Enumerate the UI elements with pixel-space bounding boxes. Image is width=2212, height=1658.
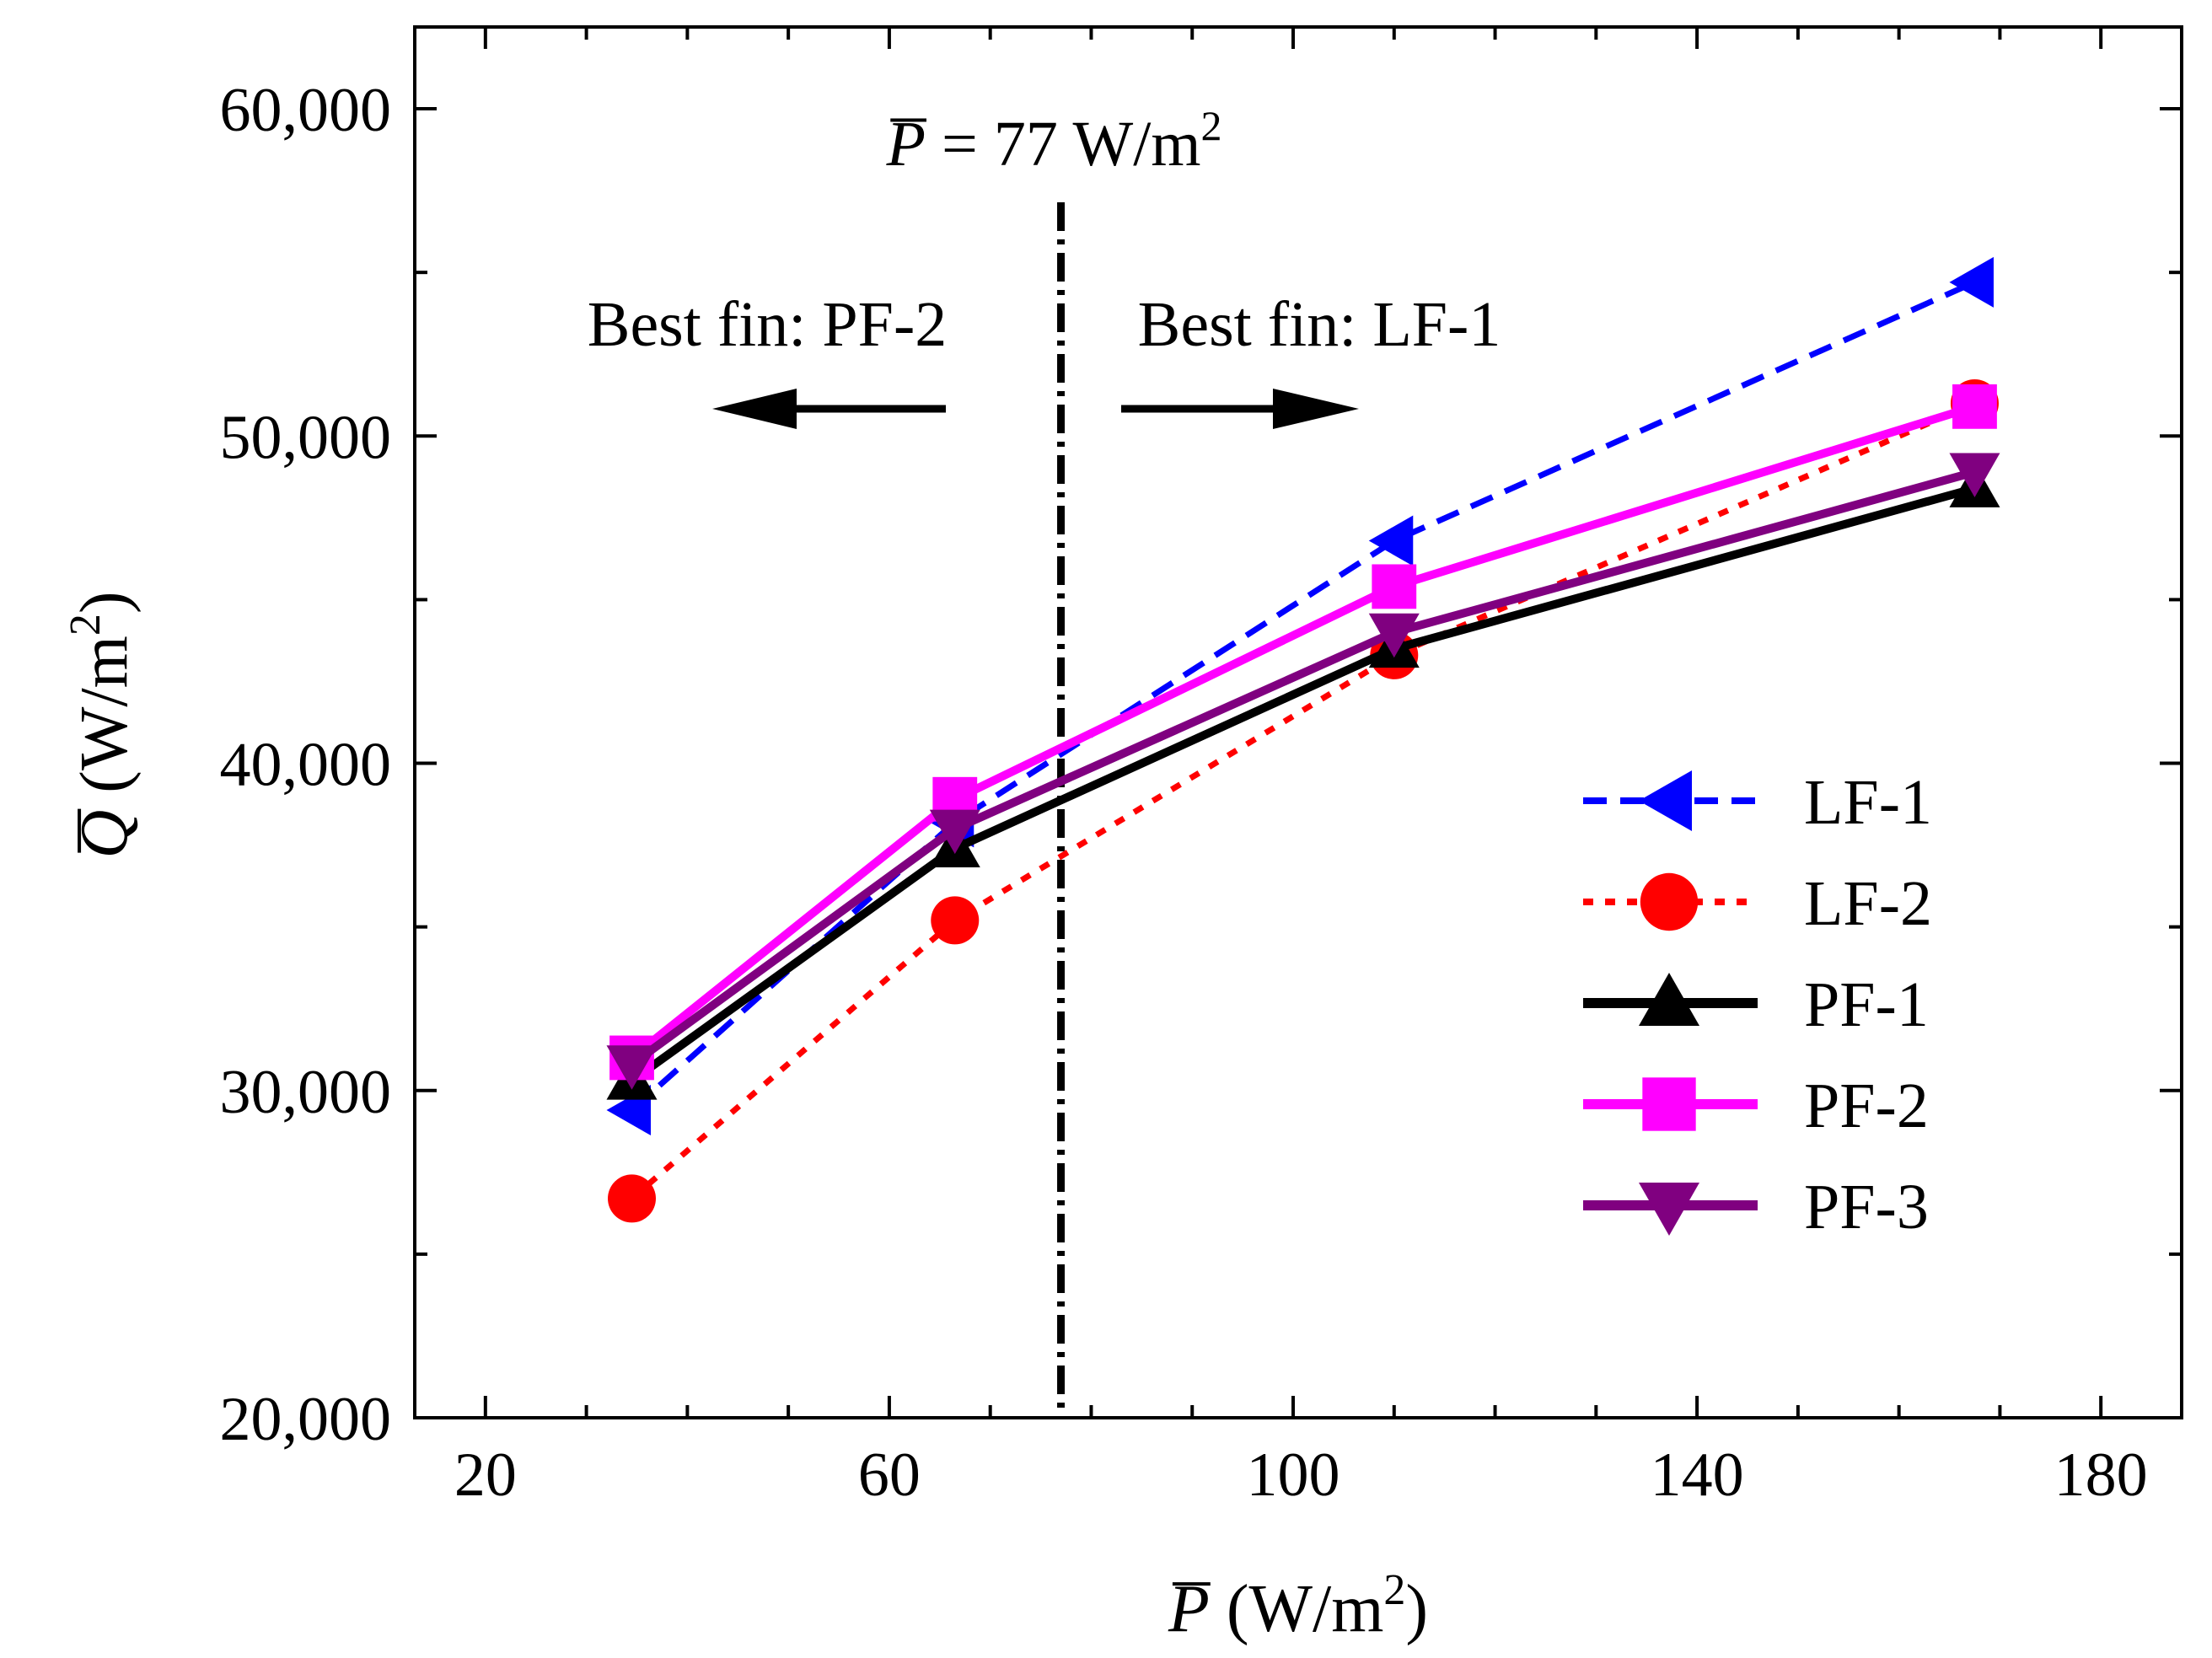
- legend-label: PF-1: [1804, 969, 1929, 1040]
- legend-item-lf-1: LF-1: [1583, 767, 1932, 838]
- data-point-pf-2: [1372, 564, 1417, 609]
- series-line-pf-3: [629, 468, 1976, 1068]
- y-axis-unit-sup: 2: [62, 614, 110, 636]
- x-tick-label: 60: [858, 1441, 921, 1510]
- series-pf-1: [606, 463, 2000, 1100]
- series-pf-3: [606, 453, 2000, 1090]
- data-point-pf-3: [1949, 453, 2000, 497]
- series-lf-1: [606, 256, 1994, 1136]
- legend-item-lf-2: LF-2: [1583, 868, 1932, 939]
- legend-marker: [1640, 872, 1699, 931]
- svg-text:P (W/m2): P (W/m2): [1168, 1566, 1428, 1646]
- right-region-label: Best fin: LF-1: [1138, 289, 1501, 360]
- legend-marker: [1639, 973, 1699, 1026]
- svg-text:Q (W/m2): Q (W/m2): [62, 591, 142, 858]
- data-point-lf-2: [931, 896, 980, 945]
- x-tick-label: 100: [1247, 1441, 1340, 1510]
- x-tick-label: 180: [2054, 1441, 2148, 1510]
- legend-marker: [1639, 1183, 1699, 1236]
- data-point-pf-2: [1952, 384, 1997, 429]
- y-tick-label: 60,000: [220, 76, 392, 145]
- y-axis-unit-close: ): [67, 591, 142, 614]
- y-tick-label: 20,000: [220, 1385, 392, 1454]
- x-tick-label: 140: [1651, 1441, 1744, 1510]
- data-point-pf-3: [929, 809, 980, 855]
- data-point-lf-1: [1949, 256, 1994, 308]
- x-axis-unit-sup: 2: [1383, 1566, 1405, 1614]
- y-tick-label: 40,000: [220, 731, 392, 800]
- series-lf-2: [608, 378, 1999, 1223]
- legend: LF-1 LF-2 PF-1 PF-2 PF-3: [1583, 767, 1932, 1242]
- legend-item-pf-2: PF-2: [1583, 1070, 1929, 1141]
- vline-label: P = 77 W/m2: [886, 102, 1222, 180]
- legend-marker: [1639, 770, 1692, 831]
- data-point-pf-3: [606, 1045, 658, 1090]
- left-arrow: [712, 389, 946, 429]
- legend-label: PF-3: [1804, 1172, 1929, 1242]
- data-point-pf-3: [1368, 613, 1420, 658]
- y-tick-label: 50,000: [220, 403, 392, 472]
- y-tick-label: 30,000: [220, 1058, 392, 1127]
- left-region-label: Best fin: PF-2: [588, 289, 948, 360]
- legend-marker: [1642, 1077, 1696, 1131]
- y-axis-title: Q (W/m2): [62, 591, 142, 858]
- legend-item-pf-1: PF-1: [1583, 969, 1929, 1040]
- legend-label: LF-1: [1804, 767, 1932, 838]
- plot-frame: [413, 25, 2183, 1419]
- legend-item-pf-3: PF-3: [1583, 1172, 1929, 1242]
- x-axis-unit-close: ): [1405, 1572, 1428, 1646]
- tick-labels: 20 60 100 140 180 20,000 30,000 40,000 50,000 60,…: [220, 76, 2148, 1510]
- axis-ticks: [415, 27, 2182, 1419]
- series-line-pf-2: [629, 402, 1976, 1061]
- vline-label-sup: 2: [1200, 102, 1221, 149]
- data-point-lf-1: [1368, 515, 1414, 566]
- x-axis-unit: (W/m: [1210, 1572, 1384, 1646]
- series-line-pf-1: [629, 484, 1976, 1085]
- x-tick-label: 20: [454, 1441, 517, 1510]
- y-axis-unit: (W/m: [67, 636, 142, 810]
- series-line-lf-1: [630, 279, 1976, 1113]
- vline-label-text: = 77 W/m: [926, 109, 1200, 180]
- series-pf-2: [609, 384, 1997, 1081]
- data-point-lf-2: [608, 1174, 657, 1223]
- series-layer: [606, 256, 2000, 1223]
- legend-label: PF-2: [1804, 1070, 1929, 1141]
- legend-label: LF-2: [1804, 868, 1932, 939]
- x-axis-title: P (W/m2): [1168, 1566, 1428, 1646]
- right-arrow: [1121, 389, 1359, 429]
- series-line-lf-2: [630, 400, 1976, 1201]
